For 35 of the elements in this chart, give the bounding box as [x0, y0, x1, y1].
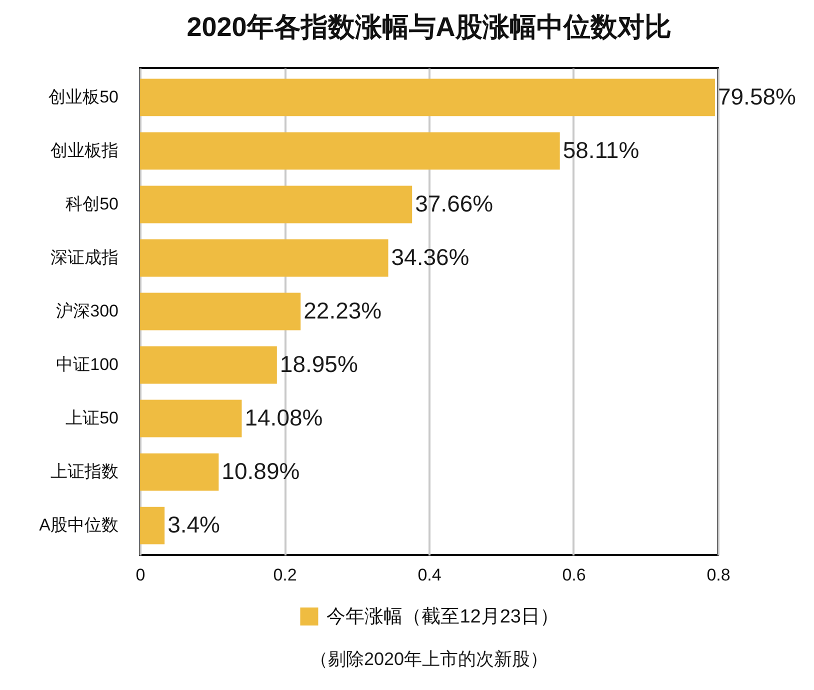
- bar: [140, 132, 560, 170]
- y-tick-label: 创业板指: [50, 140, 118, 160]
- y-tick-label: 科创50: [66, 194, 118, 214]
- x-tick-label: 0.8: [706, 566, 730, 584]
- bar: [140, 186, 412, 224]
- bar: [140, 292, 301, 330]
- y-tick-label: 创业板50: [48, 87, 118, 106]
- x-tick-label: 0.6: [562, 566, 586, 584]
- bar: [140, 453, 219, 491]
- bar: [140, 346, 277, 384]
- y-tick-label: 沪深300: [56, 302, 118, 320]
- y-tick-label: 中证100: [56, 355, 118, 374]
- y-tick-label: 上证50: [66, 408, 118, 428]
- y-tick-label: 深证成指: [50, 248, 118, 267]
- chart-title: 2020年各指数涨幅与A股涨幅中位数对比: [186, 12, 672, 42]
- bar: [140, 239, 388, 277]
- data-label: 3.4%: [168, 512, 220, 538]
- bar: [140, 400, 242, 438]
- data-label: 34.36%: [391, 244, 470, 270]
- y-tick-label: 上证指数: [50, 462, 118, 482]
- data-label: 14.08%: [244, 404, 323, 431]
- text: （剔除2020年上市的次新股）: [310, 649, 548, 669]
- y-tick-label: A股中位数: [39, 516, 118, 535]
- data-label: 18.95%: [280, 351, 358, 378]
- x-tick-label: 0.4: [418, 566, 442, 584]
- bar: [140, 78, 715, 116]
- data-label: 10.89%: [222, 458, 300, 484]
- bar: [140, 506, 165, 544]
- data-label: 58.11%: [562, 136, 640, 163]
- x-tick-label: 0: [136, 566, 146, 584]
- x-tick-label: 0.2: [273, 566, 297, 584]
- data-label: 37.66%: [415, 190, 494, 216]
- data-label: 22.23%: [304, 298, 382, 324]
- legend-label: 今年涨幅（截至12月23日）: [326, 606, 559, 628]
- data-label: 79.58%: [718, 83, 796, 110]
